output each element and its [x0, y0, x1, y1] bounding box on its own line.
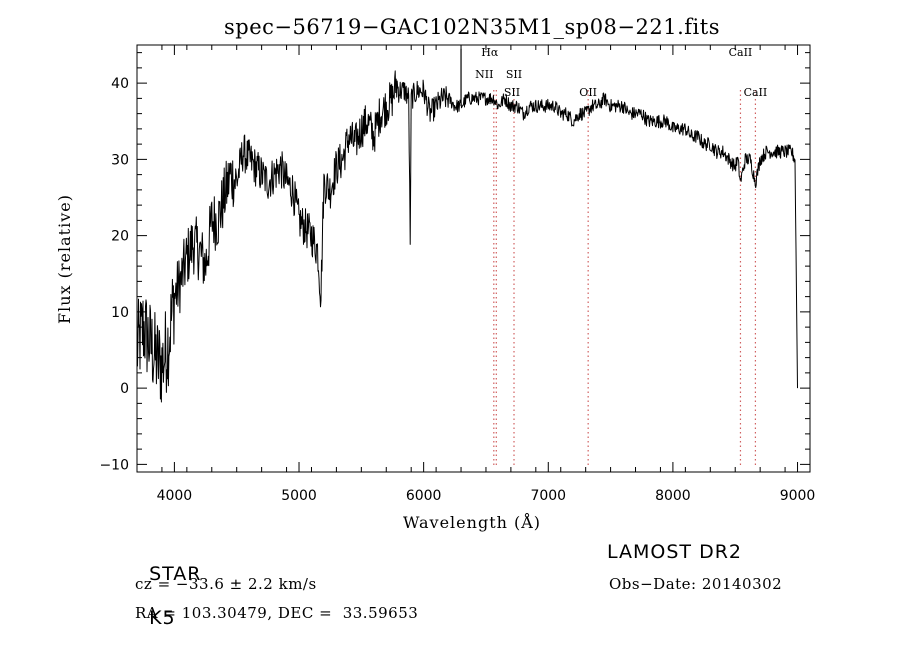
x-tick-label: 6000 [406, 488, 442, 504]
spectral-line-label: SII [506, 68, 522, 81]
spectral-line-label: OII [579, 86, 597, 99]
spectral-line-label: NII [475, 68, 493, 81]
object-class: STAR [149, 563, 202, 585]
spectral-line-label: SII [504, 86, 520, 99]
spectral-line-markers: Hα NII SII SII OII CaII CaII [475, 46, 767, 466]
spectral-line-label: CaII [744, 86, 768, 99]
plot-border [136, 44, 811, 473]
y-axis-title: Flux (relative) [55, 194, 74, 324]
chart-title: spec−56719−GAC102N35M1_sp08−221.fits [224, 15, 720, 39]
y-tick-label: −10 [99, 457, 129, 473]
spectral-line-label: CaII [729, 46, 753, 59]
x-axis-title: Wavelength (Å) [403, 512, 541, 532]
x-tick-label: 8000 [655, 488, 691, 504]
y-tick-label: 30 [111, 152, 129, 168]
coordinates-text: RA = 103.30479, DEC = 33.59653 [135, 604, 419, 622]
plot-frame [136, 44, 811, 473]
y-tick-label: 40 [111, 76, 129, 92]
redshift-text: cz = −33.6 ± 2.2 km/s [135, 575, 317, 593]
x-tick-label: 5000 [281, 488, 317, 504]
y-tick-label: 10 [111, 305, 129, 321]
obs-date-text: Obs−Date: 20140302 [609, 575, 783, 593]
x-tick-label: 7000 [530, 488, 566, 504]
spectrum-line [136, 70, 798, 403]
spectral-line-label: Hα [481, 46, 499, 59]
info-class-row: STAR K5 [135, 541, 201, 629]
axes: 4000 5000 6000 7000 8000 9000 −10 0 10 20 30 40 [99, 45, 815, 504]
object-subclass: K5 [149, 607, 176, 629]
x-tick-label: 4000 [157, 488, 193, 504]
survey-name: LAMOST DR2 [607, 541, 742, 563]
y-tick-label: 0 [120, 381, 129, 397]
spectrum-series [136, 48, 798, 403]
x-tick-label: 9000 [780, 488, 816, 504]
y-tick-label: 20 [111, 229, 129, 245]
